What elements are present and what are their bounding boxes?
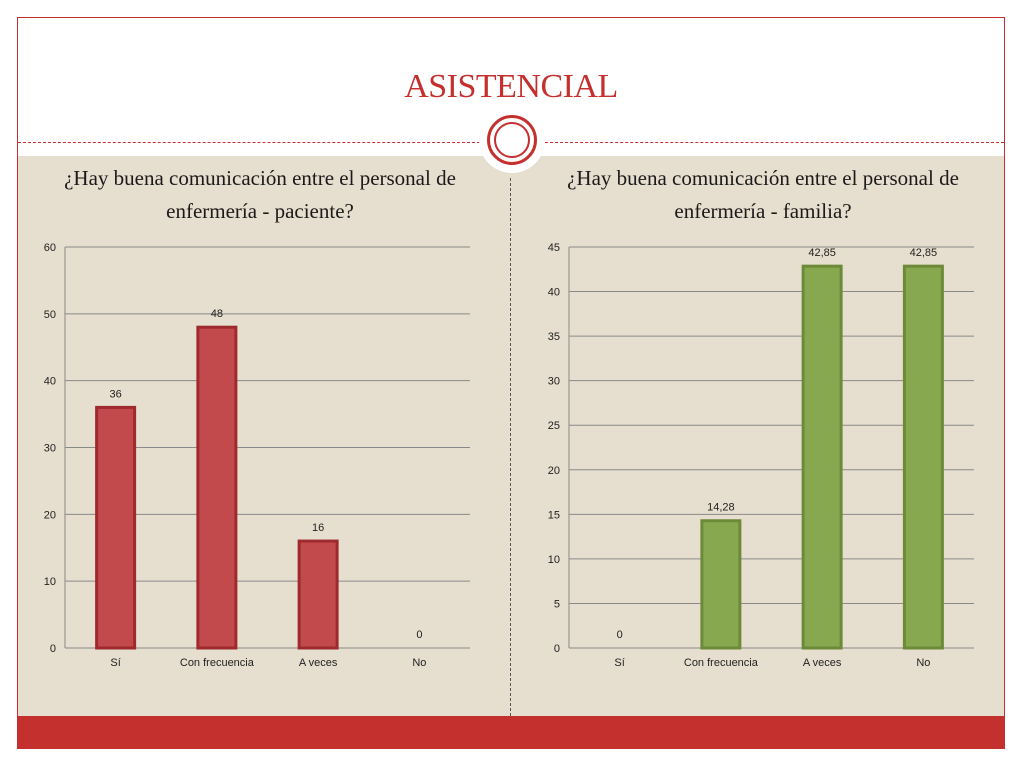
bar-familia: [902, 264, 944, 650]
y-tick-label-familia: 30: [548, 376, 560, 388]
x-tick-label-paciente: Con frecuencia: [180, 657, 255, 669]
x-tick-label-paciente: Sí: [110, 657, 120, 669]
footer-bar: [18, 716, 1004, 749]
data-label-paciente: 36: [110, 388, 122, 400]
ornament-ring-outer: [487, 115, 537, 165]
y-tick-label-familia: 20: [548, 465, 560, 477]
data-label-familia: 0: [617, 629, 623, 641]
y-tick-label-paciente: 10: [44, 576, 56, 588]
bar-paciente: [297, 539, 339, 650]
y-tick-label-familia: 40: [548, 287, 560, 299]
y-tick-label-paciente: 0: [50, 643, 56, 655]
y-tick-label-familia: 45: [548, 242, 560, 254]
y-tick-label-familia: 15: [548, 509, 560, 521]
chart-title-familia: ¿Hay buena comunicación entre el persona…: [567, 166, 959, 223]
header-dashed-line-left: [18, 142, 480, 143]
bar-paciente: [196, 325, 238, 650]
bar-familia: [801, 264, 843, 650]
data-label-paciente: 0: [416, 629, 422, 641]
y-tick-label-paciente: 40: [44, 376, 56, 388]
x-tick-label-paciente: No: [412, 657, 426, 669]
y-tick-label-familia: 0: [554, 643, 560, 655]
x-tick-label-familia: A veces: [803, 657, 842, 669]
y-tick-label-familia: 35: [548, 331, 560, 343]
data-label-familia: 42,85: [910, 247, 938, 259]
header-dashed-line-right: [545, 142, 1004, 143]
ornament-ring-inner: [494, 122, 530, 158]
y-tick-label-paciente: 50: [44, 309, 56, 321]
data-label-paciente: 16: [312, 522, 324, 534]
data-label-familia: 14,28: [707, 502, 735, 514]
y-tick-label-familia: 25: [548, 420, 560, 432]
data-label-familia: 42,85: [808, 247, 836, 259]
y-tick-label-familia: 10: [548, 554, 560, 566]
slide-title: ASISTENCIAL: [404, 68, 618, 105]
panel-divider: [510, 178, 511, 716]
bar-paciente: [95, 405, 137, 650]
x-tick-label-paciente: A veces: [299, 657, 338, 669]
y-tick-label-paciente: 60: [44, 242, 56, 254]
x-tick-label-familia: No: [916, 657, 930, 669]
y-tick-label-paciente: 30: [44, 443, 56, 455]
data-label-paciente: 48: [211, 308, 223, 320]
y-tick-label-familia: 5: [554, 598, 560, 610]
x-tick-label-familia: Con frecuencia: [684, 657, 759, 669]
bar-familia: [700, 519, 742, 650]
chart-title-paciente: ¿Hay buena comunicación entre el persona…: [64, 166, 456, 223]
x-tick-label-familia: Sí: [614, 657, 624, 669]
y-tick-label-paciente: 20: [44, 509, 56, 521]
